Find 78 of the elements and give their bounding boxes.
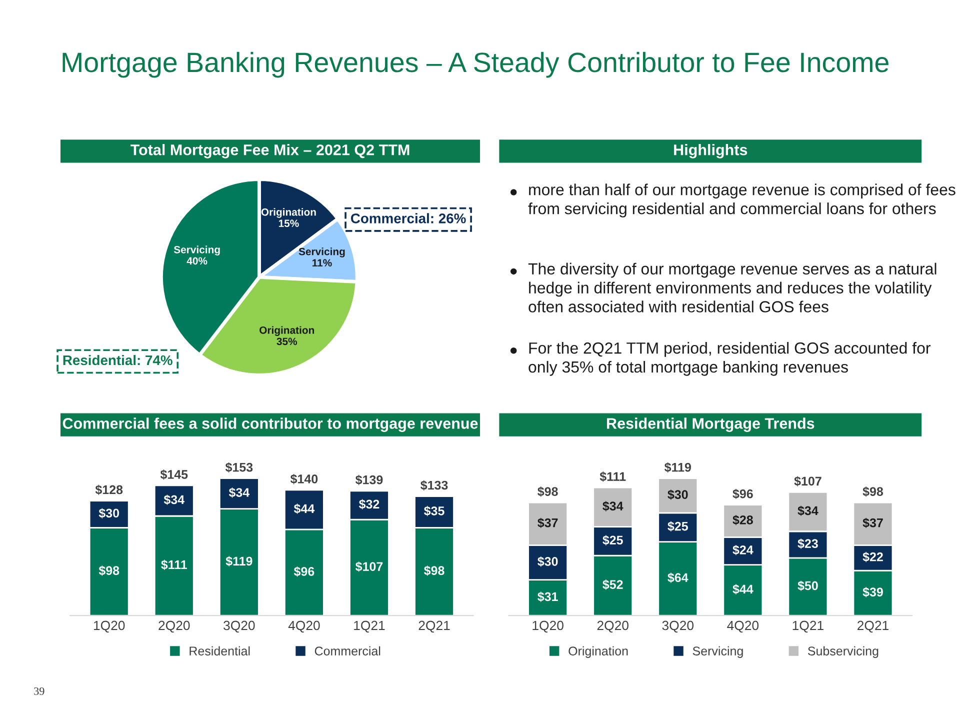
text: Highlights (674, 144, 748, 158)
legend-label: Commercial (314, 646, 380, 656)
data-label: $22 (862, 552, 883, 562)
total-label: $107 (794, 476, 822, 486)
legend-label: Origination (568, 646, 628, 658)
data-label: $44 (294, 504, 315, 514)
slice-label: Origination (261, 208, 316, 218)
legend-label: Residential (190, 646, 250, 656)
x-tick-label: 4Q20 (727, 620, 759, 633)
data-label: 40% (186, 257, 208, 265)
data-label: $31 (538, 592, 558, 602)
text: 39 (34, 687, 44, 695)
slice-label: Servicing (174, 246, 220, 256)
total-label: $111 (600, 472, 626, 482)
total-label: $145 (160, 470, 188, 480)
data-label: $39 (862, 587, 883, 598)
text: Mortgage Banking Revenues – A Steady Contributor to Fee Income (62, 52, 888, 78)
data-label: $30 (538, 556, 558, 567)
chart-title: Commercial fees a solid contributor to mortgage revenue (62, 418, 478, 432)
text: Commercial: 26% (350, 213, 466, 224)
data-label: $23 (798, 538, 818, 549)
data-label: $28 (732, 514, 753, 526)
total-label: $140 (290, 474, 318, 484)
total-label: $119 (664, 462, 691, 473)
x-tick-label: 3Q20 (662, 620, 694, 633)
text: Residential: 74% (63, 354, 172, 366)
total-label: $133 (420, 480, 448, 490)
data-label: $30 (98, 508, 120, 518)
data-label: $64 (668, 572, 688, 583)
data-label: $98 (98, 566, 120, 576)
data-label: 15% (278, 220, 299, 228)
x-tick-label: 1Q21 (792, 620, 824, 633)
text: For the 2Q21 TTM period, residential GOS accounted for only 35% of total mortgage banking revenues (528, 342, 930, 376)
slice-label: Origination (260, 326, 314, 336)
data-label: $119 (226, 556, 252, 566)
total-label: $98 (538, 486, 558, 497)
data-label: $44 (732, 584, 754, 594)
x-tick-label: 1Q20 (94, 620, 125, 633)
data-label: $52 (602, 580, 623, 590)
x-tick-label: 2Q21 (418, 620, 450, 633)
data-label: $34 (164, 494, 184, 505)
total-label: $139 (355, 474, 383, 486)
data-label: 11% (312, 259, 332, 266)
data-label: 35% (276, 338, 298, 346)
x-tick-label: 3Q20 (224, 620, 255, 633)
data-label: $37 (538, 518, 558, 528)
data-label: $111 (161, 560, 187, 570)
x-tick-label: 2Q20 (597, 620, 628, 633)
x-tick-label: 1Q21 (354, 620, 385, 633)
x-tick-label: 1Q20 (532, 620, 564, 633)
x-tick-label: 4Q20 (288, 620, 320, 633)
chart-title: Residential Mortgage Trends (607, 418, 814, 432)
text: more than half of our mortgage revenue is comprised of fees from servicing residential and commercial loans for others (528, 184, 956, 218)
data-label: $25 (668, 521, 688, 532)
data-label: $24 (732, 544, 754, 556)
total-label: $98 (862, 486, 884, 497)
data-label: $25 (602, 535, 623, 546)
text: The diversity of our mortgage revenue serves as a natural hedge in different environments and reduces the volatility often associated with residential GOS fees (528, 262, 936, 312)
chart-title: Total Mortgage Fee Mix – 2021 Q2 TTM (130, 144, 410, 158)
data-label: $32 (358, 499, 380, 510)
data-label: $96 (294, 566, 314, 577)
total-label: $96 (732, 488, 753, 500)
legend-label: Subservicing (808, 646, 878, 658)
data-label: $35 (424, 506, 444, 516)
data-label: $30 (668, 490, 688, 500)
slice-label: Servicing (298, 248, 345, 258)
data-label: $34 (602, 501, 624, 512)
data-label: $37 (862, 518, 883, 528)
total-label: $128 (95, 484, 123, 495)
legend-label: Servicing (692, 646, 743, 658)
data-label: $107 (355, 562, 383, 572)
data-label: $34 (798, 506, 818, 516)
data-label: $34 (228, 488, 250, 498)
data-label: $50 (798, 580, 818, 591)
x-tick-label: 2Q21 (858, 620, 888, 633)
total-label: $153 (225, 462, 253, 473)
x-tick-label: 2Q20 (158, 620, 190, 633)
data-label: $98 (424, 566, 444, 576)
